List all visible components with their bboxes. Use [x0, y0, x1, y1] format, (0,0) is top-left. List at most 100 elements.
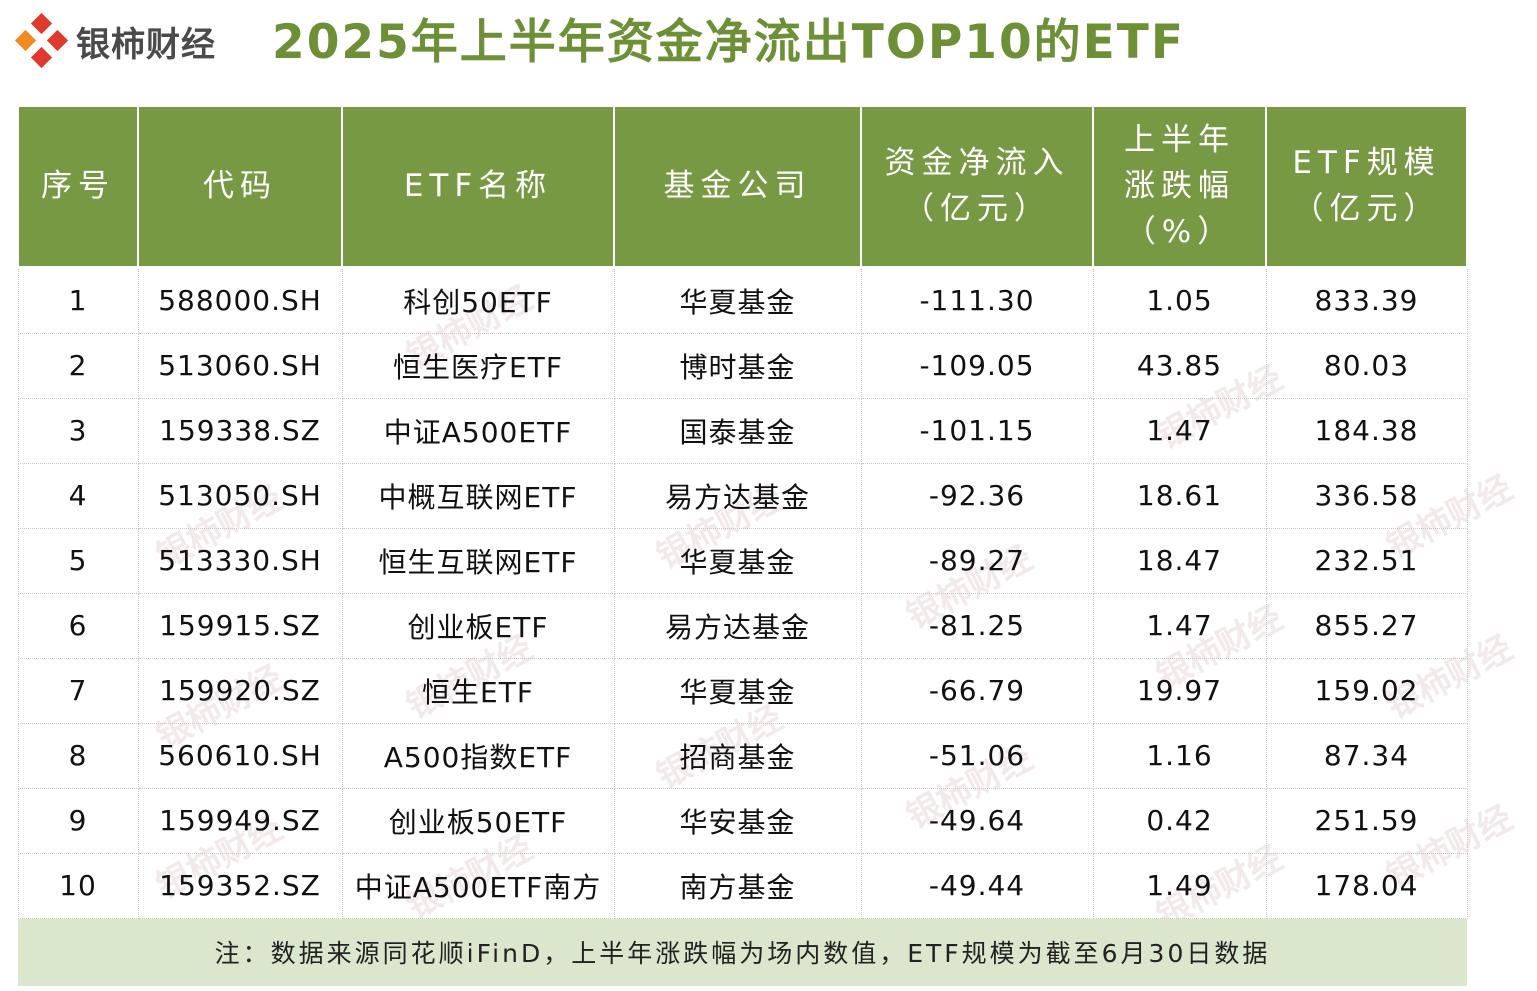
header-line: ETF名称 [403, 168, 553, 205]
header-line: 涨跌幅 [1124, 168, 1235, 205]
header-col-half-year-change: 上半年涨跌幅 （%） [1092, 107, 1267, 269]
cell-fund-company: 国泰基金 [613, 398, 862, 464]
cell-net-inflow: -49.64 [860, 788, 1094, 854]
cell-fund-company: 华安基金 [613, 788, 862, 854]
cell-half-year-change: 1.47 [1092, 398, 1267, 464]
table-row: 2 513060.SH 恒生医疗ETF 博时基金 -109.05 43.85 80.03 [17, 333, 1468, 399]
cell-half-year-change: 18.61 [1092, 463, 1267, 529]
header-line: 代码 [203, 168, 277, 205]
cell-code: 159338.SZ [137, 398, 343, 464]
cell-net-inflow: -101.15 [860, 398, 1094, 464]
cell-index: 7 [17, 658, 139, 724]
cell-index: 2 [17, 333, 139, 399]
cell-etf-size: 178.04 [1265, 853, 1468, 919]
cell-code: 513330.SH [137, 528, 343, 594]
cell-etf-name: 中证A500ETF南方 [341, 853, 615, 919]
cell-code: 159920.SZ [137, 658, 343, 724]
cell-net-inflow: -51.06 [860, 723, 1094, 789]
cell-index: 10 [17, 853, 139, 919]
cell-half-year-change: 1.47 [1092, 593, 1267, 659]
cell-code: 159915.SZ [137, 593, 343, 659]
header-line: 资金净流入 [884, 145, 1070, 182]
cell-fund-company: 南方基金 [613, 853, 862, 919]
cell-code: 560610.SH [137, 723, 343, 789]
table-row: 10 159352.SZ 中证A500ETF南方 南方基金 -49.44 1.49 178.… [17, 853, 1468, 919]
cell-code: 159949.SZ [137, 788, 343, 854]
cell-half-year-change: 1.16 [1092, 723, 1267, 789]
cell-net-inflow: -89.27 [860, 528, 1094, 594]
header-col-net-inflow: 资金净流入 （亿元） [860, 107, 1094, 269]
cell-net-inflow: -66.79 [860, 658, 1094, 724]
header-col-index: 序号 [17, 107, 139, 269]
cell-net-inflow: -92.36 [860, 463, 1094, 529]
header-line: 序号 [41, 168, 115, 205]
cell-fund-company: 华夏基金 [613, 528, 862, 594]
cell-etf-size: 80.03 [1265, 333, 1468, 399]
cell-index: 3 [17, 398, 139, 464]
cell-index: 6 [17, 593, 139, 659]
header-col-code: 代码 [137, 107, 343, 269]
cell-index: 9 [17, 788, 139, 854]
cell-etf-name: 创业板50ETF [341, 788, 615, 854]
cell-etf-name: A500指数ETF [341, 723, 615, 789]
cell-half-year-change: 1.49 [1092, 853, 1267, 919]
cell-fund-company: 博时基金 [613, 333, 862, 399]
cell-etf-size: 855.27 [1265, 593, 1468, 659]
table-row: 1 588000.SH 科创50ETF 华夏基金 -111.30 1.05 833.39 [17, 267, 1468, 334]
table-row: 6 159915.SZ 创业板ETF 易方达基金 -81.25 1.47 855.27 [17, 593, 1468, 659]
cell-half-year-change: 0.42 [1092, 788, 1267, 854]
table-row: 7 159920.SZ 恒生ETF 华夏基金 -66.79 19.97 159.02 [17, 658, 1468, 724]
cell-etf-name: 恒生ETF [341, 658, 615, 724]
etf-outflow-table: 序号 代码 ETF名称 基金公司 资金净流入 （亿元） 上半年涨跌幅 （%） ETF规模 （亿元）… [17, 107, 1468, 986]
cell-index: 1 [17, 267, 139, 334]
cell-fund-company: 招商基金 [613, 723, 862, 789]
cell-half-year-change: 1.05 [1092, 267, 1267, 334]
logo-diamonds-icon [14, 12, 69, 69]
cell-fund-company: 易方达基金 [613, 463, 862, 529]
cell-net-inflow: -81.25 [860, 593, 1094, 659]
table-row: 3 159338.SZ 中证A500ETF 国泰基金 -101.15 1.47 184.38 [17, 398, 1468, 464]
cell-etf-size: 336.58 [1265, 463, 1468, 529]
cell-etf-name: 恒生互联网ETF [341, 528, 615, 594]
cell-fund-company: 华夏基金 [613, 658, 862, 724]
cell-code: 513050.SH [137, 463, 343, 529]
header-line: （亿元） [1292, 191, 1441, 228]
cell-etf-size: 232.51 [1265, 528, 1468, 594]
brand-name: 银柿财经 [76, 24, 216, 65]
table-header-row: 序号 代码 ETF名称 基金公司 资金净流入 （亿元） 上半年涨跌幅 （%） ETF规模 （亿元） [17, 107, 1468, 269]
cell-code: 513060.SH [137, 333, 343, 399]
header-line: ETF规模 [1292, 145, 1441, 182]
header-col-fund-company: 基金公司 [613, 107, 862, 269]
header-line: 基金公司 [663, 168, 812, 205]
page-title: 2025年上半年资金净流出TOP10的ETF [272, 15, 1185, 70]
cell-etf-name: 中证A500ETF [341, 398, 615, 464]
cell-half-year-change: 18.47 [1092, 528, 1267, 594]
cell-etf-size: 87.34 [1265, 723, 1468, 789]
cell-etf-size: 251.59 [1265, 788, 1468, 854]
cell-etf-name: 科创50ETF [341, 267, 615, 334]
cell-half-year-change: 43.85 [1092, 333, 1267, 399]
table-row: 9 159949.SZ 创业板50ETF 华安基金 -49.64 0.42 251.59 [17, 788, 1468, 854]
table-note: 注：数据来源同花顺iFinD，上半年涨跌幅为场内数值，ETF规模为截至6月30日… [18, 918, 1467, 986]
header-line: 上半年 [1124, 122, 1235, 159]
cell-net-inflow: -49.44 [860, 853, 1094, 919]
cell-etf-size: 833.39 [1265, 267, 1468, 334]
cell-etf-size: 184.38 [1265, 398, 1468, 464]
cell-etf-name: 恒生医疗ETF [341, 333, 615, 399]
cell-fund-company: 易方达基金 [613, 593, 862, 659]
cell-index: 5 [17, 528, 139, 594]
header-col-etf-size: ETF规模 （亿元） [1265, 107, 1468, 269]
cell-fund-company: 华夏基金 [613, 267, 862, 334]
brand-logo: 银柿财经 [14, 12, 216, 69]
cell-half-year-change: 19.97 [1092, 658, 1267, 724]
cell-code: 588000.SH [137, 267, 343, 334]
header-col-etf-name: ETF名称 [341, 107, 615, 269]
header-line: （%） [1124, 214, 1235, 251]
table-row: 8 560610.SH A500指数ETF 招商基金 -51.06 1.16 87.34 [17, 723, 1468, 789]
cell-net-inflow: -111.30 [860, 267, 1094, 334]
table-note-row: 注：数据来源同花顺iFinD，上半年涨跌幅为场内数值，ETF规模为截至6月30日… [18, 918, 1467, 986]
table-row: 5 513330.SH 恒生互联网ETF 华夏基金 -89.27 18.47 232.51 [17, 528, 1468, 594]
table-row: 4 513050.SH 中概互联网ETF 易方达基金 -92.36 18.61 336.58 [17, 463, 1468, 529]
cell-net-inflow: -109.05 [860, 333, 1094, 399]
header-line: （亿元） [903, 191, 1051, 228]
